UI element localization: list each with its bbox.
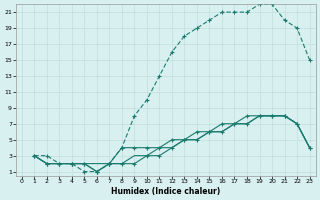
X-axis label: Humidex (Indice chaleur): Humidex (Indice chaleur) (111, 187, 220, 196)
